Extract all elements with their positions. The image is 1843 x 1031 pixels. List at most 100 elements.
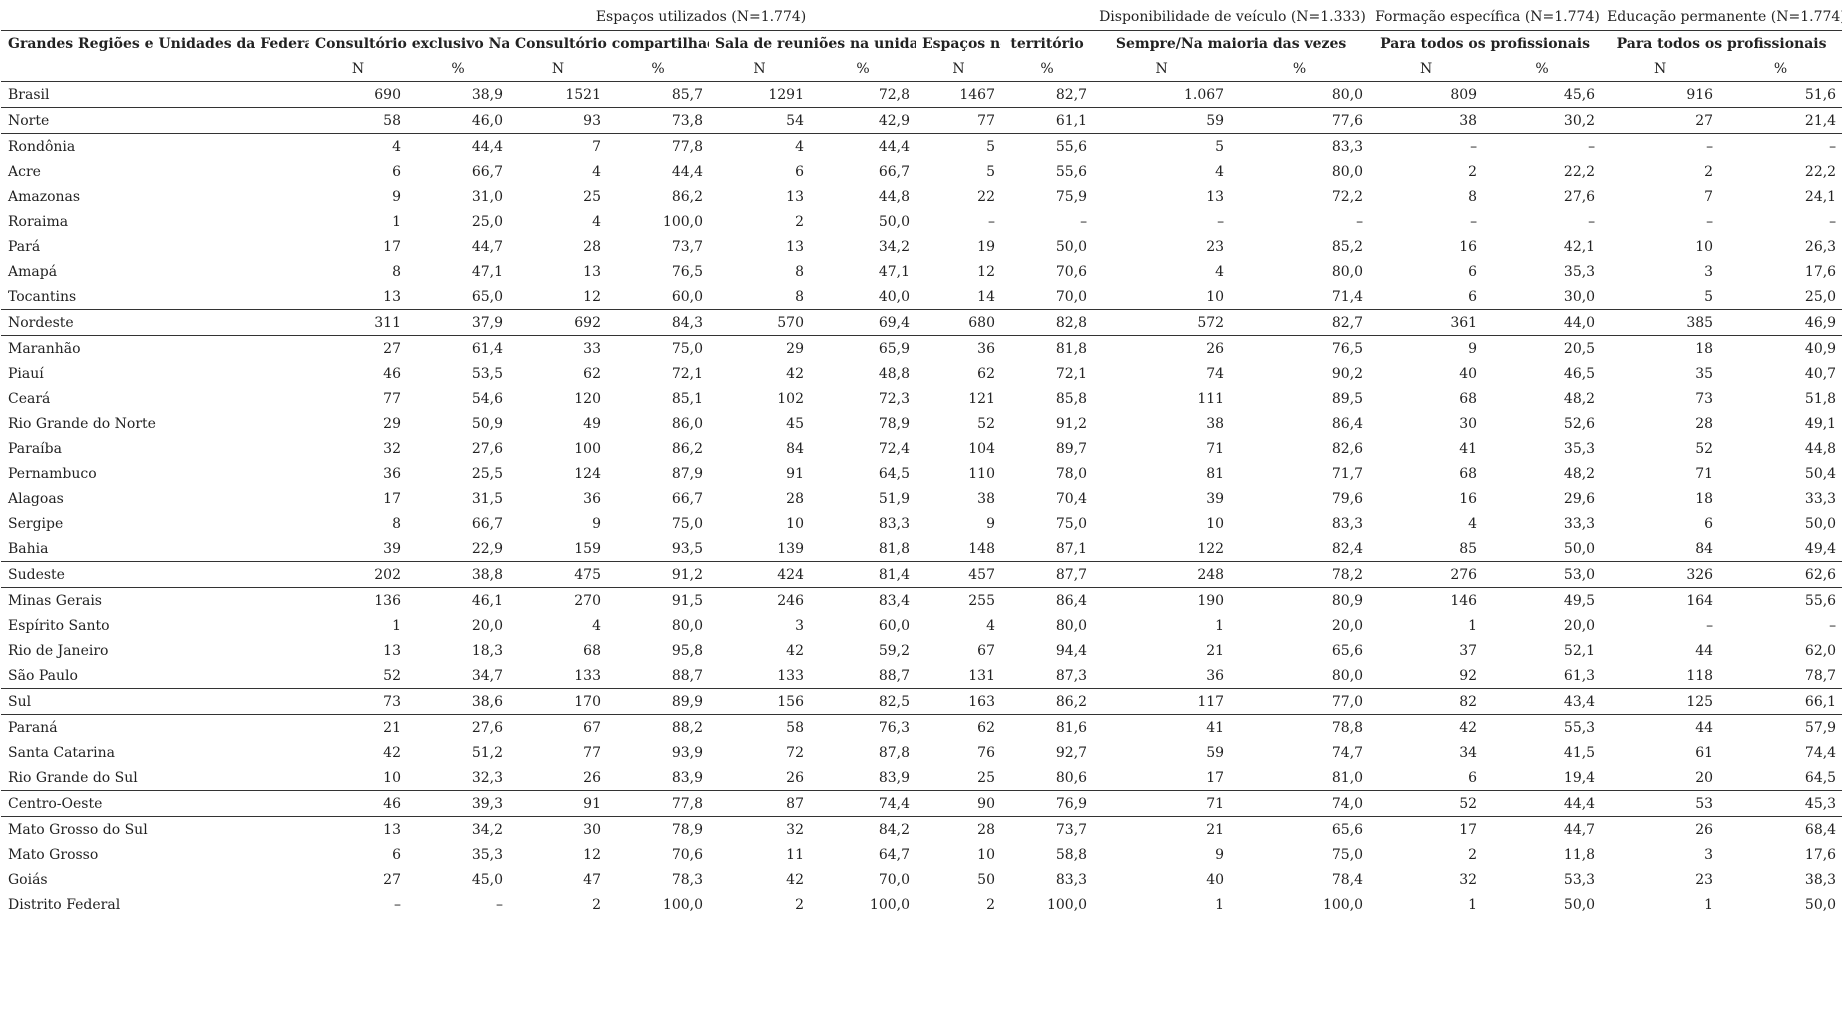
cell: 572 bbox=[1093, 309, 1231, 336]
blank-cell bbox=[1, 4, 309, 31]
cell: 2 bbox=[592, 896, 601, 913]
cell: 58,8 bbox=[1055, 846, 1088, 863]
cell: 248 bbox=[1093, 561, 1231, 588]
cell: 34,2 bbox=[878, 238, 910, 255]
column-header: Sempre/Na maioria das vezes bbox=[1093, 30, 1370, 56]
cell: 76 bbox=[977, 744, 995, 761]
cell: 37,9 bbox=[407, 309, 509, 336]
cell: 6 bbox=[795, 163, 804, 180]
state-row: Piauí 46 53,5 62 72,1 42 48,8 62 72,1 74 90,2 40 46,… bbox=[1, 361, 1842, 386]
cell: 8 bbox=[1468, 188, 1478, 205]
cell: 24,1 bbox=[1804, 188, 1837, 205]
cell: 80,0 bbox=[1230, 81, 1370, 108]
cell: 55,6 bbox=[1804, 592, 1837, 609]
cell: 46,1 bbox=[471, 592, 503, 609]
cell: 94,4 bbox=[1055, 642, 1088, 659]
cell: – bbox=[1217, 213, 1225, 230]
cell: 246 bbox=[777, 592, 804, 609]
cell: 104 bbox=[968, 440, 995, 457]
cell: 21 bbox=[1206, 642, 1225, 659]
cell: 84 bbox=[1695, 540, 1714, 557]
cell: 47,1 bbox=[878, 263, 910, 280]
cell: 87,9 bbox=[671, 465, 703, 482]
row-label: Rondônia bbox=[8, 138, 76, 155]
cell: 60,0 bbox=[671, 288, 703, 305]
cell: – bbox=[1829, 617, 1837, 634]
cell: 54 bbox=[709, 107, 810, 134]
cell: 71 bbox=[1093, 790, 1231, 817]
cell: 4 bbox=[1468, 515, 1478, 532]
cell: 88,2 bbox=[671, 719, 703, 736]
cell: – bbox=[1588, 138, 1596, 155]
cell: 18,3 bbox=[471, 642, 503, 659]
sub-header: % bbox=[1230, 56, 1370, 82]
cell: 17,6 bbox=[1804, 846, 1837, 863]
state-row: Bahia 39 22,9 159 93,5 139 81,8 148 87,1 122 82,4 8… bbox=[1, 536, 1842, 562]
cell: 13 bbox=[786, 238, 804, 255]
cell: 44,4 bbox=[471, 138, 503, 155]
cell: 78,9 bbox=[878, 415, 910, 432]
row-label: Tocantins bbox=[8, 288, 77, 305]
cell: – bbox=[1470, 213, 1478, 230]
cell: – bbox=[1706, 213, 1714, 230]
cell: 12 bbox=[583, 288, 601, 305]
cell: 71 bbox=[1206, 440, 1225, 457]
state-row: Santa Catarina 42 51,2 77 93,9 72 87,8 76 92,7 59… bbox=[1, 740, 1842, 765]
cell: 68,4 bbox=[1804, 821, 1837, 838]
cell: 118 bbox=[1686, 667, 1714, 684]
cell: 27,6 bbox=[471, 719, 503, 736]
cell: 77,8 bbox=[607, 790, 709, 817]
group-header: Educação permanente (N=1.774) bbox=[1607, 9, 1843, 25]
cell: 1 bbox=[1215, 617, 1225, 634]
row-label: Pará bbox=[8, 238, 41, 255]
cell: 17 bbox=[1459, 821, 1478, 838]
cell: 91 bbox=[786, 465, 804, 482]
cell: 27,6 bbox=[1563, 188, 1596, 205]
cell: 85,2 bbox=[1331, 238, 1364, 255]
region-row: Centro-Oeste 46 39,3 91 77,8 87 74,4 90 76,9 71 74… bbox=[1, 790, 1843, 817]
cell: 51,9 bbox=[878, 490, 910, 507]
sub-header: N bbox=[709, 56, 810, 82]
cell: 61,1 bbox=[1001, 107, 1094, 134]
cell: 102 bbox=[777, 390, 804, 407]
cell: 28 bbox=[583, 238, 601, 255]
cell: – bbox=[1706, 617, 1714, 634]
cell: 78,8 bbox=[1331, 719, 1364, 736]
cell: 30,2 bbox=[1483, 107, 1602, 134]
cell: 70,0 bbox=[1055, 288, 1088, 305]
cell: 55,6 bbox=[1055, 163, 1088, 180]
cell: 93,9 bbox=[671, 744, 703, 761]
cell: 82 bbox=[1369, 688, 1484, 715]
cell: 3 bbox=[1704, 846, 1714, 863]
cell: – bbox=[1829, 138, 1837, 155]
cell: 44,7 bbox=[1563, 821, 1596, 838]
cell: 44,4 bbox=[671, 163, 703, 180]
cell: 68 bbox=[583, 642, 601, 659]
cell: 916 bbox=[1601, 81, 1720, 108]
cell: 26 bbox=[1206, 340, 1225, 357]
cell: 86,4 bbox=[1331, 415, 1364, 432]
cell: 17,6 bbox=[1804, 263, 1837, 280]
sub-header: N bbox=[1601, 56, 1720, 82]
cell: 44,8 bbox=[1804, 440, 1837, 457]
cell: – bbox=[1080, 213, 1088, 230]
cell: 21 bbox=[383, 719, 401, 736]
sub-header: N bbox=[309, 56, 407, 82]
row-label: Centro-Oeste bbox=[1, 790, 309, 817]
cell: 1467 bbox=[916, 81, 1001, 108]
row-label: Sudeste bbox=[1, 561, 309, 588]
cell: 7 bbox=[1704, 188, 1714, 205]
cell: 11 bbox=[786, 846, 804, 863]
cell: 88,7 bbox=[878, 667, 910, 684]
cell: 81 bbox=[1206, 465, 1225, 482]
cell: 83,3 bbox=[1055, 871, 1088, 888]
cell: 13 bbox=[583, 263, 601, 280]
cell: 13 bbox=[383, 288, 401, 305]
cell: 31,0 bbox=[471, 188, 503, 205]
cell: 84 bbox=[786, 440, 804, 457]
cell: 28 bbox=[1695, 415, 1714, 432]
cell: 42 bbox=[786, 365, 804, 382]
cell: 44 bbox=[1695, 642, 1714, 659]
cell: 74,7 bbox=[1331, 744, 1364, 761]
state-row: Mato Grosso 6 35,3 12 70,6 11 64,7 10 58,8 9 75,0 2… bbox=[1, 842, 1842, 867]
